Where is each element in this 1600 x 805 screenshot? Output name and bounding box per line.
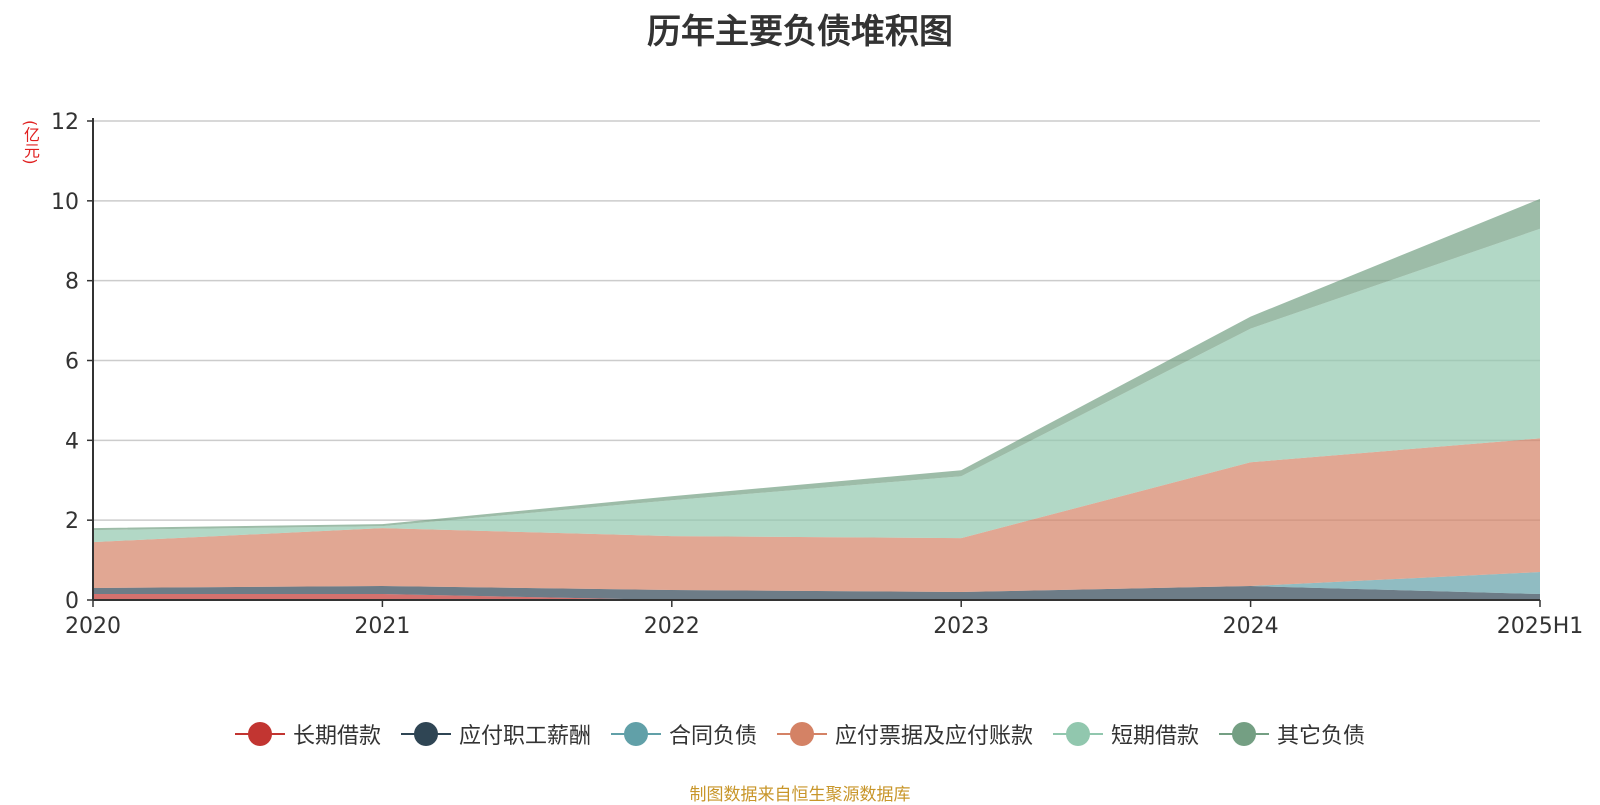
series-area — [93, 438, 1540, 593]
legend-marker-icon — [400, 722, 451, 746]
legend-marker-icon — [1053, 722, 1104, 746]
y-tick-label: 0 — [65, 589, 79, 614]
legend-marker-icon — [1219, 722, 1270, 746]
legend-item[interactable]: 应付票据及应付账款 — [777, 718, 1033, 750]
legend-dot — [247, 722, 272, 746]
legend-dot — [413, 722, 438, 746]
legend-item[interactable]: 应付职工薪酬 — [400, 718, 591, 750]
y-axis-unit-label: (亿元) — [21, 120, 40, 165]
legend-dot — [1232, 722, 1257, 746]
legend-item[interactable]: 其它负债 — [1219, 718, 1365, 750]
legend-dot — [623, 722, 648, 746]
chart-title: 历年主要负债堆积图 — [647, 12, 953, 52]
x-tick-label: 2022 — [644, 614, 700, 639]
legend-dot — [790, 722, 814, 746]
legend-marker-icon — [610, 722, 661, 746]
legend-label: 应付票据及应付账款 — [835, 724, 1034, 749]
y-tick-label: 10 — [51, 190, 79, 215]
legend-marker-icon — [234, 722, 285, 746]
legend-label: 应付职工薪酬 — [458, 724, 591, 749]
x-tick-label: 2021 — [354, 614, 410, 639]
x-tick-label: 2023 — [933, 614, 989, 639]
legend-marker-icon — [777, 722, 827, 746]
legend-item[interactable]: 短期借款 — [1053, 718, 1199, 750]
y-tick-label: 6 — [65, 350, 79, 375]
legend-label: 其它负债 — [1277, 724, 1366, 749]
y-tick-label: 8 — [65, 270, 79, 295]
legend-label: 合同负债 — [668, 724, 757, 749]
area-chart: 0 2 4 6 8 10 12 2020 2021 2022 2023 2024 2025H1 — [51, 110, 1584, 639]
legend-item[interactable]: 长期借款 — [234, 718, 381, 750]
legend-item[interactable]: 合同负债 — [610, 718, 757, 750]
series-area — [93, 586, 1540, 600]
y-tick-label: 12 — [51, 110, 79, 135]
legend-label: 短期借款 — [1111, 724, 1200, 749]
series-area — [93, 594, 1540, 600]
series-area — [93, 228, 1540, 543]
source-note: 制图数据来自恒生聚源数据库 — [689, 785, 911, 805]
legend-label: 长期借款 — [292, 724, 381, 749]
x-tick-label: 2025H1 — [1497, 614, 1584, 639]
legend-dot — [1066, 722, 1091, 746]
y-tick-label: 2 — [65, 509, 79, 534]
y-tick-label: 4 — [65, 429, 79, 454]
x-tick-label: 2024 — [1223, 614, 1279, 639]
legend: 长期借款 应付职工薪酬 合同负债 应付票据及应付账款 短期借款 其它负债 — [0, 718, 1600, 750]
x-tick-label: 2020 — [65, 614, 121, 639]
